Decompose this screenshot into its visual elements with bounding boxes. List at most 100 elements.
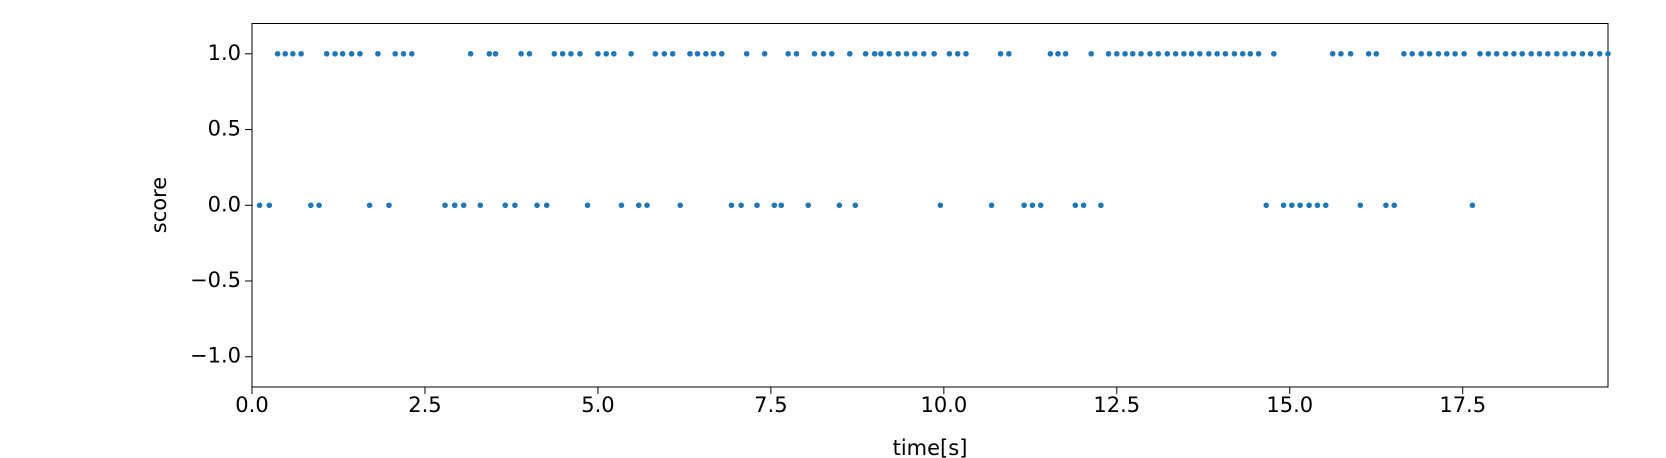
point [502, 202, 509, 209]
point [1461, 50, 1467, 57]
point [611, 50, 617, 57]
point [577, 50, 583, 57]
point [1314, 202, 1321, 209]
point [652, 50, 659, 57]
point [1536, 50, 1543, 57]
point [710, 50, 717, 57]
point [1113, 50, 1120, 57]
point [1596, 50, 1603, 57]
point [290, 50, 296, 57]
point [669, 50, 676, 57]
point [409, 50, 415, 57]
point [886, 50, 892, 57]
point [1255, 50, 1262, 57]
point [1306, 202, 1312, 209]
point [400, 50, 407, 57]
point [1088, 50, 1094, 57]
point [703, 50, 709, 57]
point [1239, 50, 1246, 57]
point [543, 202, 550, 209]
point [266, 202, 273, 209]
x-tick-label: 15.0 [1266, 393, 1313, 417]
point [308, 202, 314, 209]
point [963, 50, 969, 57]
point [778, 202, 785, 209]
point [551, 50, 558, 57]
point [1383, 202, 1389, 209]
point [1105, 50, 1112, 57]
point [846, 50, 853, 57]
point [1147, 50, 1153, 57]
point [568, 50, 574, 57]
point [1357, 202, 1364, 209]
point [1418, 50, 1425, 57]
point [761, 50, 768, 57]
x-tick-label: 0.0 [235, 393, 268, 417]
point [754, 202, 760, 209]
point [628, 50, 634, 57]
point [1587, 50, 1594, 57]
point [1502, 50, 1509, 57]
point [375, 50, 381, 57]
point [1164, 50, 1171, 57]
point [1271, 50, 1277, 57]
point [1605, 50, 1611, 57]
point [728, 202, 735, 209]
point [1365, 50, 1372, 57]
point [1545, 50, 1551, 57]
point [1072, 202, 1079, 209]
point [771, 202, 778, 209]
point [1155, 50, 1162, 57]
y-axis-label: score [147, 177, 171, 233]
point [1172, 50, 1179, 57]
x-tick-label: 2.5 [408, 393, 441, 417]
point [1477, 50, 1483, 57]
point [920, 50, 927, 57]
point [718, 50, 725, 57]
point [1098, 202, 1104, 209]
point [1452, 50, 1458, 57]
point [1122, 50, 1128, 57]
y-tick-label: 0.0 [208, 192, 241, 216]
point [635, 202, 642, 209]
point [1528, 50, 1535, 57]
point [1297, 202, 1303, 209]
point [1570, 50, 1577, 57]
point [811, 50, 818, 57]
point [1401, 50, 1407, 57]
point [339, 50, 346, 57]
point [903, 50, 910, 57]
point [805, 202, 812, 209]
point [988, 202, 995, 209]
point [1485, 50, 1492, 57]
point [1062, 50, 1069, 57]
point [1138, 50, 1144, 57]
point [687, 50, 693, 57]
point [1426, 50, 1433, 57]
y-tick-label: −1.0 [190, 344, 241, 368]
point [1338, 50, 1344, 57]
x-tick-label: 10.0 [920, 393, 967, 417]
point [451, 202, 458, 209]
x-axis-label: time[s] [893, 436, 968, 458]
point [1391, 202, 1398, 209]
point [1047, 50, 1054, 57]
point [518, 50, 524, 57]
point [526, 50, 533, 57]
x-tick-label: 5.0 [581, 393, 614, 417]
point [644, 202, 650, 209]
point [1197, 50, 1203, 57]
point [486, 50, 493, 57]
point [256, 202, 263, 209]
point [1080, 202, 1087, 209]
point [1188, 50, 1195, 57]
point [348, 50, 355, 57]
point [534, 202, 540, 209]
point [386, 202, 392, 209]
point [836, 202, 843, 209]
point [1519, 50, 1526, 57]
point [1289, 202, 1295, 209]
point [316, 202, 322, 209]
point [911, 50, 918, 57]
point [862, 50, 869, 57]
